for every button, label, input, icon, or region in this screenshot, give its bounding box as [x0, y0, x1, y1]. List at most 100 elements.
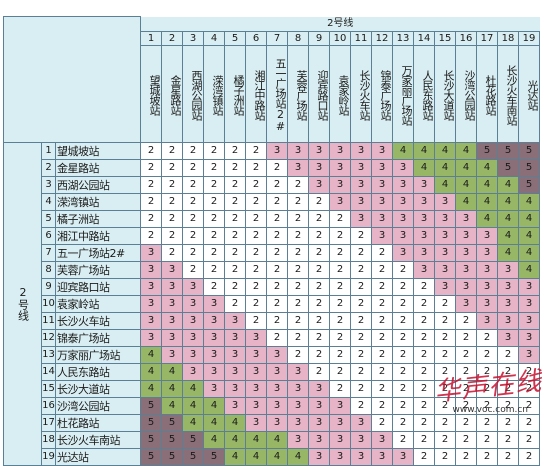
fare-cell: 3: [518, 277, 540, 296]
fare-cell: 2: [140, 175, 162, 194]
fare-cell: 4: [434, 141, 456, 160]
fare-cell: 3: [371, 447, 393, 466]
fare-cell: 2: [161, 158, 183, 177]
fare-cell: 2: [518, 396, 540, 415]
fare-cell: 3: [329, 141, 351, 160]
fare-cell: 2: [224, 277, 246, 296]
fare-table-page: 2号线 1 2 3 4 5 6 7 8 9 10 11 12 13 14 15 16 17 18 19 望城坡站 金星路站…: [3, 16, 544, 466]
fare-cell: 4: [497, 192, 519, 211]
fare-cell: 3: [455, 209, 477, 228]
fare-cell: 2: [245, 192, 267, 211]
column-header-station: 金星路站: [161, 44, 183, 143]
column-number: 18: [497, 30, 519, 46]
table-row: 16 沙湾公园站 5 4 4 4 3 3 3 3 3 3 2 2 2 2 2 2 2 2 2: [4, 396, 540, 415]
fare-cell: 2: [476, 447, 498, 466]
column-number: 5: [224, 30, 246, 46]
column-header-station: 湘江中路站: [245, 44, 267, 143]
column-header-station: 迎宾路口站: [308, 44, 330, 143]
fare-cell: 3: [329, 430, 351, 449]
fare-cell: 3: [518, 294, 540, 313]
row-number: 12: [41, 328, 56, 347]
fare-cell: 3: [413, 192, 435, 211]
fare-cell: 2: [392, 328, 414, 347]
fare-cell: 3: [434, 226, 456, 245]
column-number: 12: [371, 30, 393, 46]
logo-area: [3, 16, 141, 143]
table-row: 5 橘子洲站 2 2 2 2 2 2 2 2 2 2 3 3 3 3 3 3 4 4 4: [4, 209, 540, 228]
fare-cell: 3: [266, 345, 288, 364]
fare-cell: 3: [203, 311, 225, 330]
fare-cell: 3: [350, 158, 372, 177]
fare-cell: 2: [476, 430, 498, 449]
fare-cell: 3: [392, 209, 414, 228]
fare-cell: 2: [371, 328, 393, 347]
fare-cell: 2: [476, 396, 498, 415]
fare-cell: 2: [329, 294, 351, 313]
fare-cell: 2: [287, 226, 309, 245]
fare-cell: 5: [161, 447, 183, 466]
fare-cell: 3: [434, 192, 456, 211]
column-number: 13: [392, 30, 414, 46]
fare-cell: 3: [224, 396, 246, 415]
row-number: 7: [41, 243, 56, 262]
table-row: 12 锦泰广场站 3 3 3 3 3 3 2 2 2 2 2 2 2 2 2 2 2 3 3: [4, 328, 540, 347]
fare-cell: 2: [161, 141, 183, 160]
fare-cell: 4: [245, 430, 267, 449]
fare-cell: 3: [245, 379, 267, 398]
fare-cell: 3: [413, 226, 435, 245]
fare-cell: 3: [350, 141, 372, 160]
fare-cell: 2: [476, 345, 498, 364]
fare-cell: 2: [434, 430, 456, 449]
fare-cell: 3: [224, 379, 246, 398]
fare-cell: 4: [161, 379, 183, 398]
fare-cell: 2: [497, 447, 519, 466]
fare-cell: 2: [308, 362, 330, 381]
fare-cell: 2: [224, 294, 246, 313]
column-header-station: 长沙大道站: [434, 44, 456, 143]
fare-cell: 3: [287, 430, 309, 449]
fare-cell: 4: [161, 396, 183, 415]
fare-cell: 3: [392, 192, 414, 211]
fare-cell: 2: [329, 328, 351, 347]
fare-cell: 2: [140, 158, 162, 177]
fare-cell: 3: [371, 209, 393, 228]
fare-cell: 5: [140, 396, 162, 415]
row-header-station: 迎宾路口站: [55, 277, 141, 296]
fare-cell: 2: [308, 226, 330, 245]
fare-cell: 4: [497, 175, 519, 194]
fare-cell: 3: [476, 226, 498, 245]
fare-cell: 3: [182, 294, 204, 313]
fare-cell: 2: [203, 226, 225, 245]
fare-cell: 3: [350, 447, 372, 466]
fare-cell: 2: [287, 311, 309, 330]
fare-cell: 3: [140, 328, 162, 347]
column-number: 10: [329, 30, 351, 46]
fare-cell: 2: [203, 158, 225, 177]
fare-cell: 2: [308, 243, 330, 262]
fare-cell: 4: [161, 362, 183, 381]
fare-cell: 4: [140, 345, 162, 364]
fare-cell: 2: [434, 362, 456, 381]
row-number: 18: [41, 430, 56, 449]
fare-cell: 2: [308, 209, 330, 228]
fare-cell: 3: [392, 447, 414, 466]
column-number: 9: [308, 30, 330, 46]
fare-cell: 3: [266, 396, 288, 415]
fare-cell: 3: [287, 362, 309, 381]
row-number: 8: [41, 260, 56, 279]
row-header-station: 长沙火车站: [55, 311, 141, 330]
fare-cell: 2: [308, 328, 330, 347]
fare-cell: 3: [392, 158, 414, 177]
fare-cell: 3: [476, 277, 498, 296]
fare-cell: 2: [476, 328, 498, 347]
fare-cell: 2: [413, 328, 435, 347]
fare-cell: 3: [308, 158, 330, 177]
fare-cell: 5: [518, 175, 540, 194]
fare-cell: 3: [392, 226, 414, 245]
fare-cell: 3: [518, 311, 540, 330]
row-header-station: 湘江中路站: [55, 226, 141, 245]
table-row: 8 芙蓉广场站 3 3 2 2 2 2 2 2 2 2 2 2 2 3 3 3 3 3 4: [4, 260, 540, 279]
table-row: 7 五一广场站2# 3 2 2 2 2 2 2 2 2 2 2 2 3 3 3 3 3 4 4: [4, 243, 540, 262]
fare-cell: 4: [518, 260, 540, 279]
fare-cell: 3: [497, 311, 519, 330]
